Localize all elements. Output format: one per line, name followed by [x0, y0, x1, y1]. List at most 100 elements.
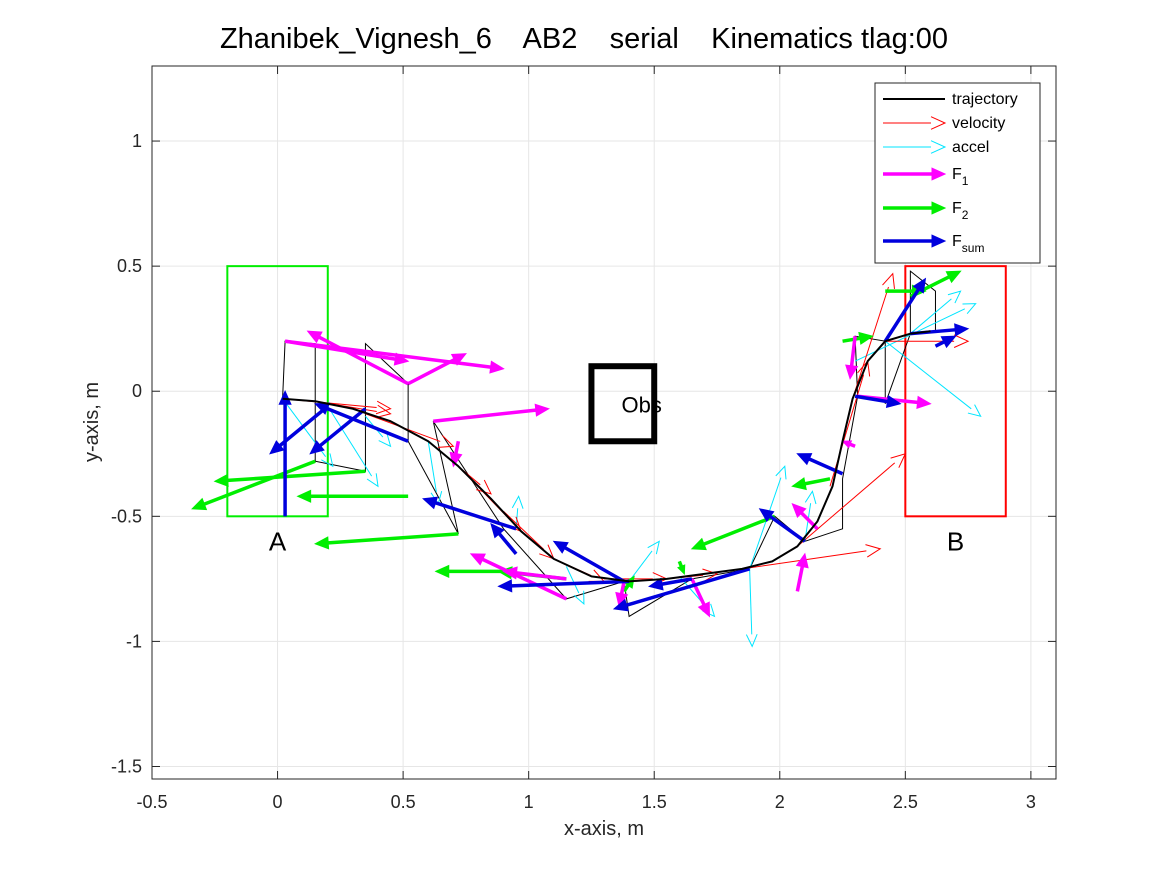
fsum-arrow	[490, 522, 518, 555]
velocity-arrow-head	[702, 568, 719, 582]
accel-arrow-head	[967, 404, 982, 417]
fsum-arrow-head	[552, 540, 569, 554]
x-tick-label: 3	[1026, 792, 1036, 812]
legend-subscript: 1	[962, 174, 969, 188]
f1-arrow	[841, 440, 856, 449]
f2-arrow-head	[677, 564, 686, 575]
velocity-arrow	[852, 272, 895, 399]
fsum-arrow-shaft	[883, 288, 920, 343]
velocity-arrow-head	[953, 334, 970, 348]
accel-arrow-shaft	[749, 568, 753, 635]
fsum-arrow-shaft	[278, 404, 329, 447]
legend-swatch-head	[931, 234, 947, 248]
sample-path-line	[282, 270, 936, 618]
f1-arrow	[845, 335, 859, 380]
f1-arrow-shaft	[454, 440, 461, 454]
y-tick-label: -1	[126, 631, 142, 651]
y-tick-label: 0.5	[117, 256, 142, 276]
fsum-arrow-head	[309, 440, 325, 455]
f1-arrow-head	[791, 502, 807, 519]
axis-ticks: -0.5 0 0.5 1 1.5 2 2.5 3 -1.5 -1 -0.5 0 0.5 1	[111, 66, 1056, 812]
accel-arrow-shaft	[854, 308, 966, 362]
f1-arrow-head	[841, 440, 853, 449]
fsum-arrow-head	[278, 390, 292, 405]
y-axis-label: y-axis, m	[81, 382, 103, 462]
accel-arrow-head	[573, 590, 585, 605]
fsum-arrow-shaft	[769, 514, 806, 543]
f1-arrow-head	[534, 403, 550, 417]
legend-subscript: sum	[962, 241, 985, 255]
accel-arrow	[628, 540, 660, 582]
trajectory-line	[282, 330, 931, 583]
fsum-arrow	[796, 453, 844, 476]
region-a-label: A	[269, 526, 287, 556]
fsum-arrow-head	[497, 579, 513, 593]
f1-arrow-shaft	[690, 578, 706, 606]
velocity-arrow-head	[882, 272, 895, 289]
f2-arrow	[842, 331, 874, 345]
accel-arrow	[327, 405, 379, 488]
fsum-arrow	[854, 394, 902, 409]
velocity-arrow-head	[890, 452, 907, 468]
f2-arrow-head	[791, 477, 807, 491]
fsum-arrow-head	[885, 394, 902, 409]
fsum-arrow-head	[422, 496, 439, 510]
velocity-arrow-shaft	[852, 286, 889, 399]
legend-swatch	[883, 234, 947, 248]
fsum-arrow-head	[912, 277, 927, 294]
fsum-arrow-head	[954, 323, 970, 337]
accel-arrow-head	[378, 433, 392, 448]
f2-arrow-head	[296, 489, 312, 503]
fsum-arrow	[278, 390, 292, 517]
f2-arrow-head	[945, 270, 962, 284]
f1-arrow-head	[306, 330, 323, 344]
legend-label: velocity	[952, 115, 1005, 132]
fsum-arrow	[647, 577, 693, 591]
accel-arrow-head	[321, 453, 334, 468]
f2-arrow-shaft	[328, 532, 459, 545]
f1-arrow-head	[502, 566, 518, 580]
fsum-arrow-shaft	[564, 546, 625, 583]
f1-arrow-shaft	[407, 358, 456, 386]
chart-title: Zhanibek_Vignesh_6 AB2 serial Kinematics…	[220, 23, 948, 55]
accel-arrow-shaft	[910, 298, 952, 335]
velocity-arrow-shaft	[829, 374, 865, 487]
y-tick-label: -0.5	[111, 506, 142, 526]
accel-arrow	[910, 290, 962, 335]
velocity-arrow	[797, 452, 907, 547]
fsum-arrow-shaft	[435, 501, 517, 531]
accel-arrow-shaft	[427, 441, 437, 493]
x-tick-label: -0.5	[136, 792, 167, 812]
f2-arrow-shaft	[622, 584, 630, 593]
f2-arrow-head	[858, 331, 874, 345]
f2-arrow-shaft	[203, 459, 316, 506]
x-axis-label: x-axis, m	[564, 818, 644, 840]
f2-arrow-shaft	[703, 514, 776, 546]
f2-arrow-head	[191, 497, 208, 511]
x-tick-label: 0.5	[391, 792, 416, 812]
f1-arrow	[795, 552, 809, 592]
f1-arrow-head	[489, 360, 505, 374]
f2-arrow-shaft	[804, 477, 831, 486]
f2-arrow-head	[690, 537, 707, 551]
f1-arrow-head	[795, 552, 809, 569]
y-tick-label: 0	[132, 381, 142, 401]
f2-arrow	[191, 459, 316, 511]
f1-arrow	[433, 403, 550, 423]
y-tick-label: -1.5	[111, 756, 142, 776]
velocity-arrow-head	[375, 404, 392, 419]
legend-label: accel	[952, 139, 989, 156]
f1-arrow	[469, 553, 568, 601]
accel-arrow-head	[366, 473, 379, 488]
f2-arrow	[296, 489, 409, 503]
legend-swatch	[883, 116, 947, 130]
f1-arrow-head	[697, 601, 710, 618]
fsum-arrow-shaft	[661, 577, 693, 586]
legend-swatch-head	[930, 116, 947, 130]
velocity-arrow-head	[865, 544, 882, 558]
accel-arrow-shaft	[327, 405, 373, 477]
f1-arrow	[690, 578, 710, 618]
fsum-arrow-shaft	[626, 567, 751, 607]
fsum-arrow	[758, 508, 806, 543]
